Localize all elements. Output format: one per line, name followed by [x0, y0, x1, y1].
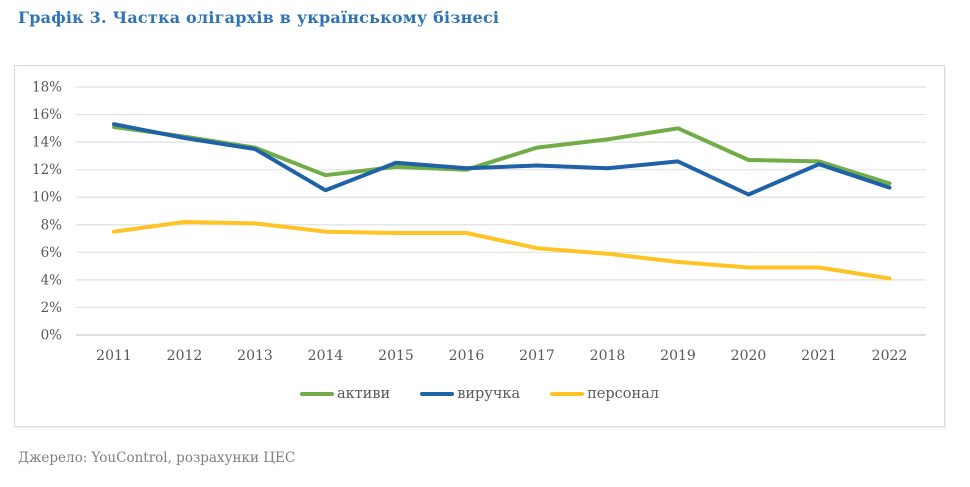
x-axis-label: 2011 — [96, 348, 132, 364]
x-axis-label: 2022 — [872, 348, 908, 364]
y-axis-label: 18% — [32, 80, 62, 96]
legend-swatch-assets — [299, 392, 334, 396]
x-axis-label: 2013 — [237, 348, 273, 364]
y-axis-label: 12% — [32, 162, 62, 178]
legend-item-assets: активи — [299, 386, 391, 402]
y-axis-label: 10% — [32, 190, 62, 206]
series-line-assets — [112, 125, 892, 186]
x-axis-label: 2015 — [378, 348, 414, 364]
x-axis-label: 2021 — [801, 348, 837, 364]
chart-legend: активи виручка персонал — [15, 382, 944, 406]
y-axis-label: 2% — [41, 300, 63, 316]
legend-label-assets: активи — [336, 386, 391, 402]
y-axis-label: 6% — [41, 245, 63, 261]
line-chart: 0% 2% 4% 6% 8% 10% 12% 14% 16% 18% 2011 2012 2013 201… — [32, 80, 926, 364]
series-line-personnel — [112, 220, 892, 281]
x-axis-label: 2018 — [590, 348, 626, 364]
x-axis-label: 2017 — [519, 348, 555, 364]
y-axis-label: 16% — [32, 107, 62, 123]
page-title: Графік 3. Частка олігархів в українськом… — [18, 8, 500, 27]
source-note: Джерело: YouControl, розрахунки ЦЕС — [18, 450, 296, 466]
legend-swatch-personnel — [550, 392, 585, 396]
legend-item-revenue: виручка — [420, 386, 520, 402]
x-axis-label: 2012 — [167, 348, 203, 364]
chart-container: 0% 2% 4% 6% 8% 10% 12% 14% 16% 18% 2011 2012 2013 201… — [14, 65, 945, 427]
x-axis-label: 2016 — [449, 348, 485, 364]
x-axis-label: 2019 — [660, 348, 696, 364]
y-axis-label: 14% — [32, 135, 62, 151]
y-axis-label: 4% — [41, 272, 63, 288]
legend-label-revenue: виручка — [457, 386, 521, 402]
legend-item-personnel: персонал — [550, 386, 659, 402]
x-axis-label: 2014 — [308, 348, 344, 364]
legend-label-personnel: персонал — [587, 386, 660, 402]
legend-swatch-revenue — [420, 392, 455, 396]
series-line-revenue — [112, 122, 892, 197]
x-axis-label: 2020 — [731, 348, 767, 364]
y-axis-label: 0% — [41, 328, 63, 344]
y-axis-label: 8% — [41, 217, 63, 233]
